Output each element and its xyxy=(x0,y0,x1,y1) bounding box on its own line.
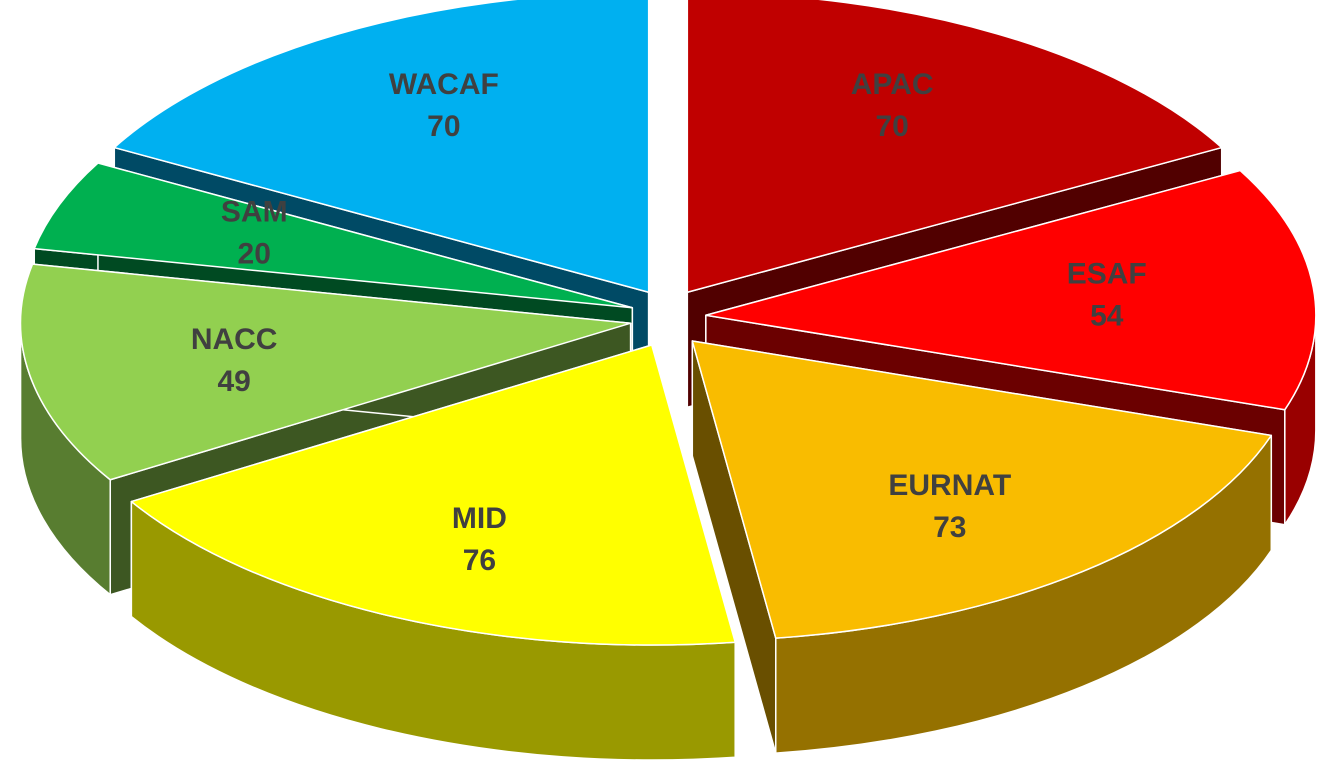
slice-label: EURNAT xyxy=(888,469,1011,502)
slice xyxy=(19,263,632,481)
slice-value: 20 xyxy=(238,237,271,270)
slice-label: APAC xyxy=(851,68,934,101)
slice-label: NACC xyxy=(191,323,278,356)
slice-value: 49 xyxy=(217,365,250,398)
slice-value: 76 xyxy=(463,544,496,577)
slice-value: 70 xyxy=(427,110,460,143)
slice-label: MID xyxy=(452,502,507,535)
slice xyxy=(33,162,634,309)
slice-label: WACAF xyxy=(389,68,499,101)
slice-label: ESAF xyxy=(1067,257,1147,290)
slice xyxy=(130,344,736,646)
slice xyxy=(705,169,1317,411)
slice-value: 54 xyxy=(1090,299,1124,332)
slice-value: 70 xyxy=(875,110,908,143)
slice-value: 73 xyxy=(933,511,966,544)
slice-label: SAM xyxy=(221,195,288,228)
slice xyxy=(113,0,650,294)
slice xyxy=(686,0,1223,294)
slice xyxy=(691,340,1273,639)
